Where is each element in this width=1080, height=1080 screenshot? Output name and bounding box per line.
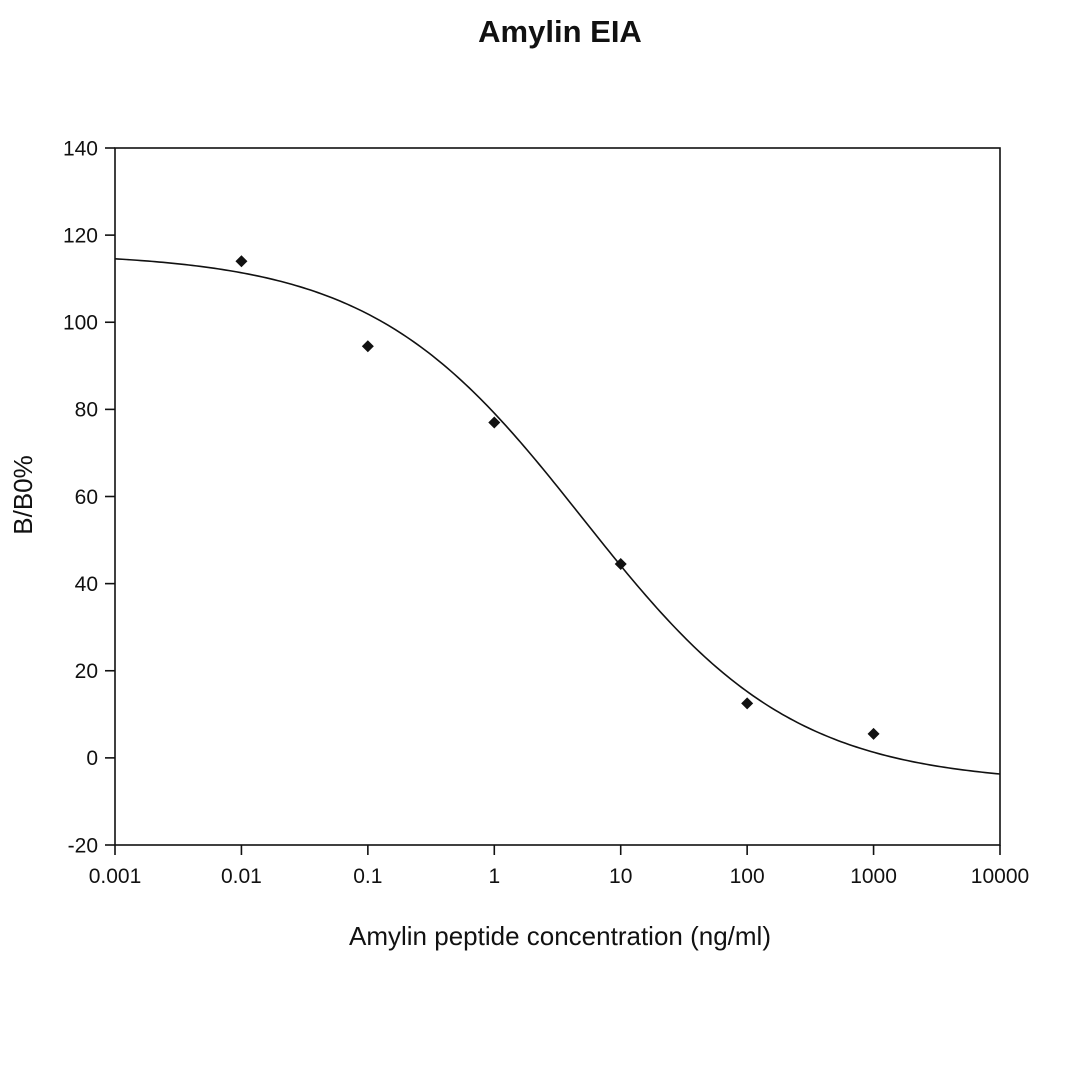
y-tick-label: 100 (63, 312, 98, 335)
data-point-diamond (361, 340, 374, 353)
x-tick-label: 0.01 (221, 865, 262, 888)
y-tick-label: 140 (63, 137, 98, 160)
y-tick-label: 80 (75, 399, 98, 422)
y-tick-label: -20 (68, 834, 98, 857)
data-point-diamond (488, 416, 501, 429)
x-tick-label: 0.001 (89, 865, 142, 888)
data-point-diamond (867, 727, 880, 740)
x-tick-label: 0.1 (353, 865, 382, 888)
y-tick-label: 20 (75, 660, 98, 683)
y-tick-label: 120 (63, 224, 98, 247)
x-tick-label: 1000 (850, 865, 897, 888)
x-tick-label: 10 (609, 865, 632, 888)
plot-frame (114, 147, 1001, 846)
chart-title: Amylin EIA (478, 14, 642, 49)
y-tick-label: 40 (75, 573, 98, 596)
x-tick-label: 100 (730, 865, 765, 888)
y-axis-label: B/B0% (8, 455, 38, 535)
x-tick-label: 10000 (971, 865, 1029, 888)
series-layer (114, 255, 1001, 775)
x-axis-label: Amylin peptide concentration (ng/ml) (349, 921, 771, 951)
y-tick-label: 60 (75, 486, 98, 509)
axes-layer: -20 0 20 40 60 80 100 120 140 0.001 0.01 0.1 1 10 100 1… (63, 137, 1029, 888)
y-tick-label: 0 (86, 747, 98, 770)
fit-curve (114, 258, 1001, 775)
data-point-diamond (235, 255, 248, 268)
x-tick-label: 1 (488, 865, 500, 888)
data-point-diamond (741, 697, 754, 710)
